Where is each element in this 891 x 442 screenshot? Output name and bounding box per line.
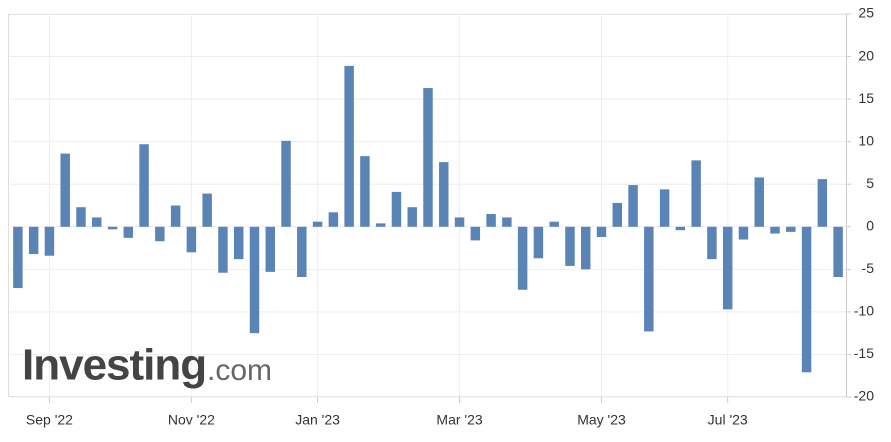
watermark-suffix: .com [207, 354, 272, 387]
bar [28, 226, 39, 255]
x-tick-label: May '23 [577, 412, 626, 428]
bar [233, 226, 244, 260]
x-tick-label: Jul '23 [708, 412, 748, 428]
bar [13, 226, 23, 289]
bar [754, 177, 764, 227]
bar [707, 226, 717, 260]
bar [391, 191, 402, 227]
bar [644, 226, 654, 332]
bar [360, 156, 370, 227]
bar [612, 202, 623, 227]
y-tick-label: 25 [858, 5, 874, 21]
y-tick-label: -15 [854, 345, 874, 361]
bar [738, 226, 749, 240]
bar [565, 226, 575, 266]
bar [801, 226, 812, 373]
y-tick-label: 20 [858, 47, 874, 63]
bar [407, 207, 417, 227]
bar [675, 226, 686, 231]
bar [265, 226, 275, 272]
bar [44, 226, 55, 256]
bar [155, 226, 165, 242]
bar [139, 144, 149, 227]
bar [817, 179, 828, 227]
y-tick-label: -20 [854, 388, 874, 404]
bar [549, 221, 559, 227]
bar [833, 226, 843, 277]
bar [123, 226, 134, 238]
bar [691, 160, 701, 227]
bar [297, 226, 307, 277]
bar [770, 226, 780, 234]
bar [439, 162, 449, 227]
x-tick-label: Mar '23 [436, 412, 482, 428]
bar [517, 226, 528, 290]
bar [628, 185, 638, 227]
bar [581, 226, 591, 270]
bar [76, 207, 86, 227]
bar [659, 189, 670, 227]
y-tick-label: 10 [858, 132, 874, 148]
bar [470, 226, 481, 241]
bar [186, 226, 197, 253]
y-tick-label: 15 [858, 90, 874, 106]
x-tick-label: Jan '23 [295, 412, 340, 428]
bar [722, 226, 733, 310]
bar [533, 226, 544, 259]
y-tick-label: -10 [854, 303, 874, 319]
bar [92, 217, 102, 227]
bar [344, 65, 354, 227]
bar [454, 217, 465, 227]
bar [218, 226, 228, 273]
bar [60, 153, 70, 227]
y-tick-label: -5 [862, 260, 875, 276]
bar [596, 226, 607, 237]
x-tick-label: Nov '22 [168, 412, 215, 428]
y-tick-label: 0 [866, 217, 874, 233]
y-tick-label: 5 [866, 175, 874, 191]
bar [375, 223, 386, 227]
bar [312, 221, 323, 227]
watermark-brand: Investing [22, 341, 206, 390]
watermark: Investing .com [22, 341, 272, 390]
bar [328, 212, 339, 227]
bar [502, 217, 512, 227]
bar [107, 226, 118, 230]
bar [249, 226, 260, 334]
bar [486, 214, 496, 227]
bar [281, 140, 291, 227]
bar [170, 205, 181, 227]
bar [786, 226, 796, 232]
x-tick-label: Sep '22 [26, 412, 73, 428]
bar [202, 193, 212, 227]
bar [423, 88, 433, 227]
